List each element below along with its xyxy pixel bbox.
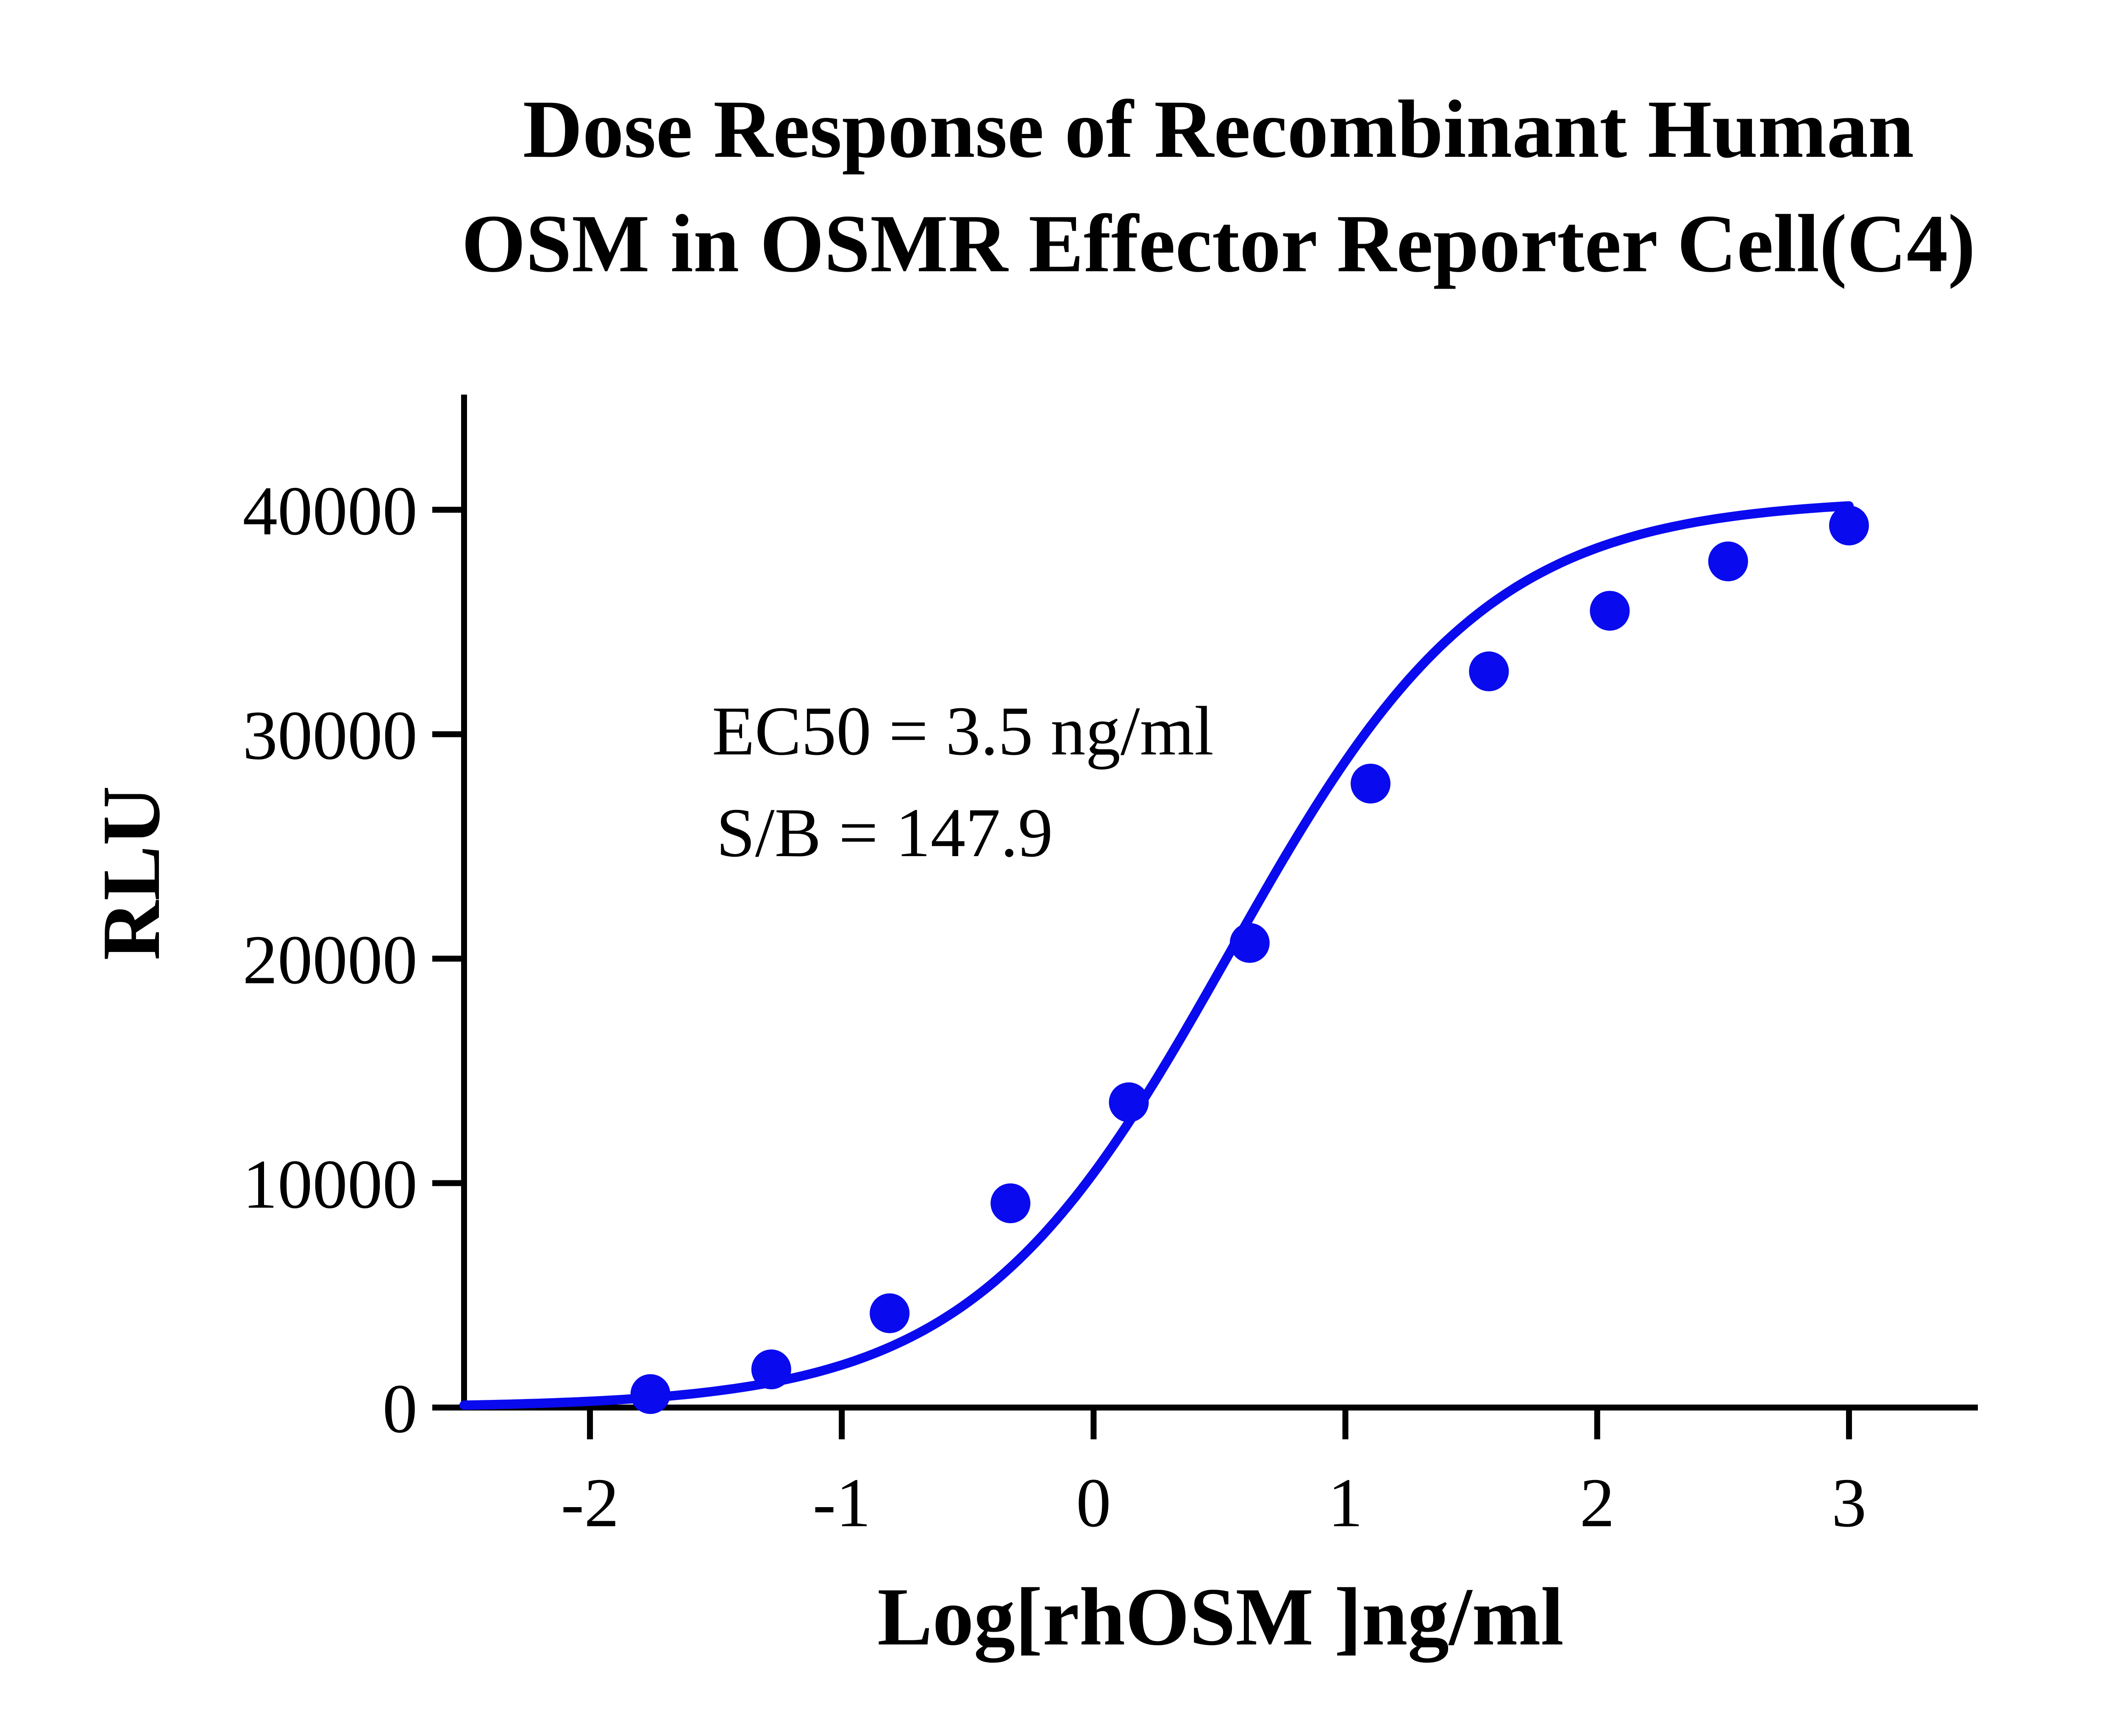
x-axis-title: Log[rhOSM ]ng/ml: [877, 1571, 1564, 1663]
fit-curve: [459, 501, 1854, 1410]
y-tick-label: 20000: [243, 921, 418, 999]
y-tick-label: 0: [383, 1370, 418, 1447]
data-point: [1590, 591, 1630, 631]
y-axis-title: RLU: [86, 786, 177, 960]
sb-annotation: S/B = 147.9: [716, 794, 1053, 871]
y-tick-label: 30000: [243, 696, 418, 774]
data-point: [1829, 505, 1869, 545]
chart-title-line-1: Dose Response of Recombinant Human: [523, 83, 1914, 175]
fit-curve-group: [459, 501, 1854, 1410]
axes: [461, 395, 1978, 1410]
x-tick-label: -2: [561, 1464, 619, 1541]
data-points: [630, 505, 1869, 1414]
x-tick-label: 3: [1832, 1464, 1867, 1541]
chart-title: Dose Response of Recombinant Human OSM i…: [462, 83, 1975, 289]
ec50-annotation: EC50 = 3.5 ng/ml: [712, 692, 1214, 770]
annotations: EC50 = 3.5 ng/ml S/B = 147.9: [712, 692, 1214, 871]
data-point: [1109, 1082, 1149, 1122]
x-tick-label: 2: [1580, 1464, 1615, 1541]
x-tick-label: -1: [813, 1464, 871, 1541]
x-tick-label: 1: [1328, 1464, 1363, 1541]
data-point: [630, 1374, 670, 1414]
data-point: [1229, 923, 1270, 963]
data-point: [870, 1293, 910, 1333]
data-point: [751, 1349, 791, 1389]
data-point: [1708, 541, 1748, 581]
y-tick-label: 10000: [243, 1145, 418, 1223]
chart-title-line-2: OSM in OSMR Effector Reporter Cell(C4): [462, 198, 1975, 289]
x-ticks: -2 -1 0 1 2 3: [561, 1408, 1866, 1541]
data-point: [1469, 651, 1509, 692]
y-tick-label: 40000: [243, 472, 418, 550]
x-tick-label: 0: [1076, 1464, 1111, 1541]
data-point: [1351, 763, 1390, 804]
data-point: [990, 1183, 1031, 1224]
y-ticks: 0 10000 20000 30000 40000: [243, 472, 464, 1447]
